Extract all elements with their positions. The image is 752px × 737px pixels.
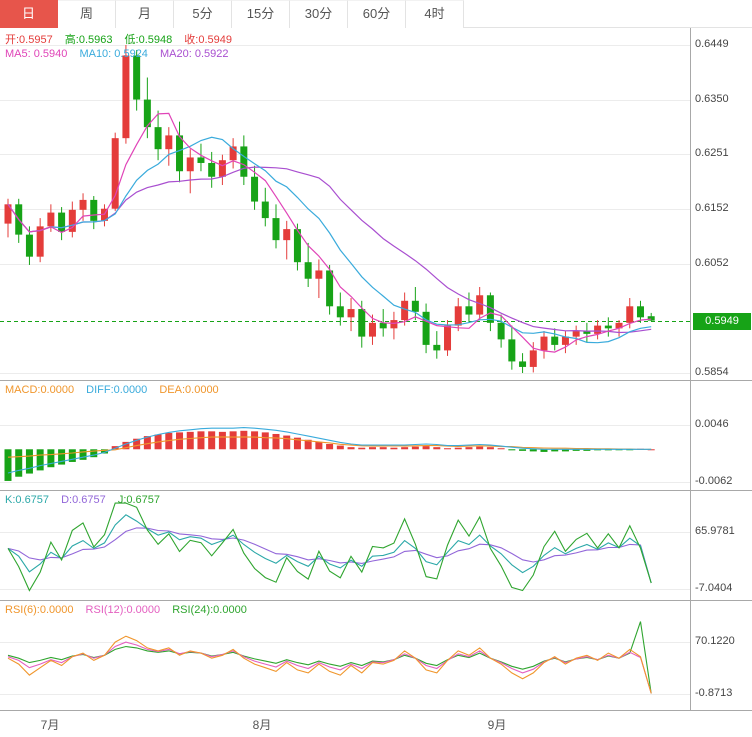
macd-value: MACD:0.0000 xyxy=(5,384,75,396)
open-value: 开:0.5957 xyxy=(5,34,53,46)
month-label: 9月 xyxy=(487,718,507,732)
macd-readout: MACD:0.0000 DIFF:0.0000 DEA:0.0000 xyxy=(5,384,228,396)
ma5-value: MA5: 0.5940 xyxy=(5,48,68,60)
high-value: 高:0.5963 xyxy=(64,34,113,46)
d-value: D:0.6757 xyxy=(61,494,106,506)
y-axis-label: 65.9781 xyxy=(695,525,735,537)
tab-min60[interactable]: 60分 xyxy=(348,0,406,28)
ma10-value: MA10: 0.5924 xyxy=(79,48,148,60)
y-axis-label: 0.6152 xyxy=(695,201,729,214)
close-value: 收:0.5949 xyxy=(184,34,232,46)
y-axis-label: -7.0404 xyxy=(695,582,733,594)
macd-panel: MACD:0.0000 DIFF:0.0000 DEA:0.0000 xyxy=(0,381,752,491)
tab-month[interactable]: 月 xyxy=(116,0,174,28)
y-axis-label: 0.6449 xyxy=(695,38,729,50)
j-value: J:0.6757 xyxy=(117,494,161,506)
y-axis-label: 0.6350 xyxy=(695,92,729,105)
y-axis-label: 0.0046 xyxy=(695,418,729,430)
k-value: K:0.6757 xyxy=(5,494,50,506)
candlestick-chart[interactable] xyxy=(0,28,690,380)
rsi24-value: RSI(24):0.0000 xyxy=(172,604,247,616)
tab-day[interactable]: 日 xyxy=(0,0,58,28)
rsi-readout: RSI(6):0.0000 RSI(12):0.0000 RSI(24):0.0… xyxy=(5,604,256,616)
ma20-value: MA20: 0.5922 xyxy=(160,48,229,60)
ohlc-readout: 开:0.5957 高:0.5963 低:0.5948 收:0.5949 xyxy=(5,31,241,47)
rsi-panel: RSI(6):0.0000 RSI(12):0.0000 RSI(24):0.0… xyxy=(0,601,752,711)
timeframe-tabbar: 日周月 5分 15分 30分 60分 4时 xyxy=(0,0,752,28)
y-axis-label: -0.0062 xyxy=(695,475,733,487)
rsi-chart[interactable] xyxy=(0,601,690,710)
time-axis: 7月 8月 9月 xyxy=(0,711,752,737)
y-axis-label: -0.8713 xyxy=(695,687,733,699)
month-label: 8月 xyxy=(252,718,272,732)
kdj-readout: K:0.6757 D:0.6757 J:0.6757 xyxy=(5,494,169,506)
rsi6-value: RSI(6):0.0000 xyxy=(5,604,74,616)
kdj-chart[interactable] xyxy=(0,491,690,600)
y-axis-label: 0.5854 xyxy=(695,366,729,378)
tab-min30[interactable]: 30分 xyxy=(290,0,348,28)
tab-hour4[interactable]: 4时 xyxy=(406,0,464,28)
main-chart-panel: 开:0.5957 高:0.5963 低:0.5948 收:0.5949 MA5:… xyxy=(0,28,752,381)
price-axis: 0.5949 0.6449 0.6350 0.6251 0.6152 0.6052 0.5… xyxy=(690,28,752,711)
tab-week[interactable]: 周 xyxy=(58,0,116,28)
tab-min15[interactable]: 15分 xyxy=(232,0,290,28)
ma-readout: MA5: 0.5940 MA10: 0.5924 MA20: 0.5922 xyxy=(5,48,238,60)
macd-chart[interactable] xyxy=(0,381,690,490)
diff-value: DIFF:0.0000 xyxy=(86,384,148,396)
month-label: 7月 xyxy=(40,718,60,732)
rsi12-value: RSI(12):0.0000 xyxy=(85,604,161,616)
y-axis-label: 0.6251 xyxy=(695,147,729,160)
dea-value: DEA:0.0000 xyxy=(159,384,219,396)
low-value: 低:0.5948 xyxy=(124,34,173,46)
y-axis-label: 70.1220 xyxy=(695,635,735,647)
last-price-badge: 0.5949 xyxy=(693,312,751,330)
kdj-panel: K:0.6757 D:0.6757 J:0.6757 xyxy=(0,491,752,601)
tab-min5[interactable]: 5分 xyxy=(174,0,232,28)
y-axis-label: 0.6052 xyxy=(695,256,729,269)
